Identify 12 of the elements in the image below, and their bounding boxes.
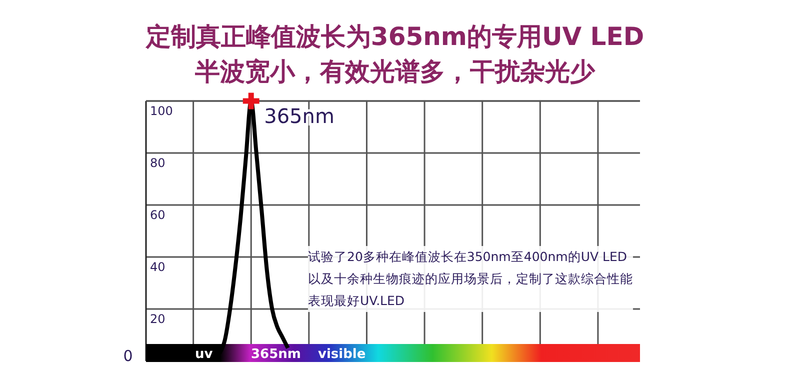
text: 0	[123, 347, 133, 365]
y-tick-label: 80	[150, 156, 166, 170]
y-tick-label: 100	[150, 104, 173, 118]
y-tick-label: 40	[150, 260, 166, 274]
y-tick-label: 20	[150, 312, 166, 326]
annotation: visible	[318, 347, 366, 362]
annotation: uv	[195, 347, 214, 362]
chart-title: 定制真正峰值波长为365nm的专用UV LED	[144, 22, 644, 51]
annotation: 试验了20多种在峰值波长在350nm至400nm的UV LED以及十余种生物痕迹的应用场景后，定制了这款综合性能表现最好UV.LED	[308, 246, 633, 312]
chart-subtitle: 半波宽小，有效光谱多，干扰杂光少	[194, 57, 596, 86]
annotation: 365nm	[251, 347, 301, 362]
y-tick-label: 60	[150, 208, 166, 222]
